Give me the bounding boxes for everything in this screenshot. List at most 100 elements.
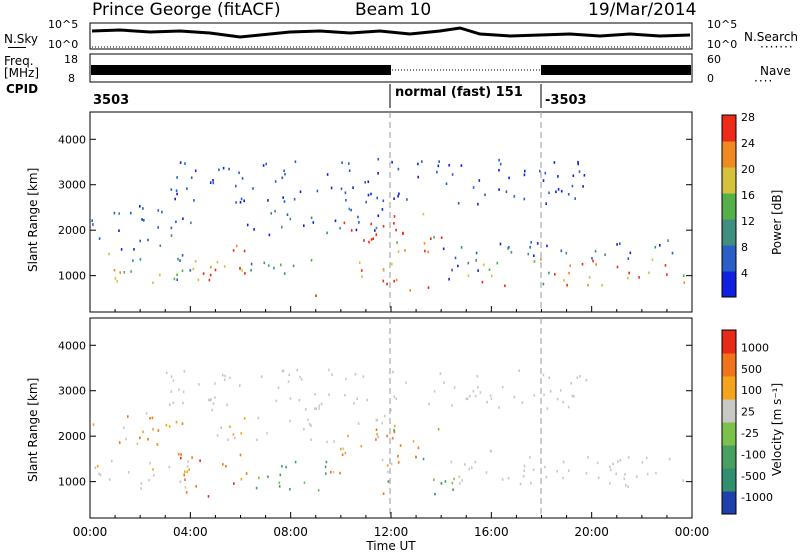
power-x-ticks: [89, 306, 693, 312]
echo-cell: [152, 281, 154, 284]
echo-cell: [208, 398, 210, 402]
echo-cell: [567, 469, 570, 473]
echo-cell: [354, 373, 357, 376]
echo-cell: [671, 251, 674, 255]
echo-cell: [460, 164, 463, 167]
velocity-panel: 1000 2000 3000 4000 00:00 04:00 08:00 12:00 16:…: [58, 317, 710, 553]
echo-cell: [310, 216, 313, 220]
echo-cell: [303, 428, 305, 431]
echo-cell: [636, 475, 638, 478]
nsky-swatch: [8, 47, 26, 48]
colorbar-swatch: [722, 468, 736, 492]
echo-cell: [452, 488, 454, 491]
echo-cell: [283, 200, 286, 203]
echo-cell: [344, 393, 346, 397]
y-tick-label: 1000: [58, 476, 86, 489]
echo-cell: [209, 181, 212, 184]
echo-cell: [532, 468, 535, 472]
echo-cell: [127, 415, 129, 418]
x-tick-label: 00:00: [675, 525, 710, 539]
echo-cell: [260, 375, 263, 378]
echo-cell: [342, 447, 344, 451]
y-tick-label: 3000: [58, 385, 86, 398]
echo-cell: [370, 238, 373, 241]
echo-cell: [477, 269, 479, 272]
echo-cell: [183, 473, 185, 477]
echo-cell: [641, 461, 644, 464]
echo-cell: [397, 461, 400, 464]
echo-cell: [501, 385, 504, 389]
echo-cell: [527, 252, 530, 256]
echo-cell: [348, 169, 351, 172]
echo-cell: [557, 188, 560, 191]
echo-cell: [459, 482, 461, 485]
echo-cell: [484, 193, 486, 197]
beam-title: Beam 10: [355, 0, 432, 20]
echo-cell: [176, 192, 178, 196]
echo-cell: [472, 389, 475, 393]
echo-cell: [609, 465, 611, 469]
echo-cell: [96, 464, 99, 468]
echo-cell: [628, 456, 630, 459]
echo-cell: [209, 398, 211, 402]
colorbar-tick-label: -500: [741, 470, 766, 483]
echo-cell: [391, 160, 393, 164]
echo-cell: [157, 429, 160, 432]
echo-cell: [284, 172, 286, 176]
echo-cell: [667, 239, 669, 242]
echo-cell: [523, 464, 526, 468]
echo-cell: [518, 369, 520, 372]
echo-cell: [239, 453, 242, 457]
echo-cell: [474, 460, 477, 464]
echo-cell: [381, 458, 384, 462]
echo-cell: [486, 400, 488, 404]
freq-tick-top: 18: [64, 53, 78, 66]
echo-cell: [178, 388, 180, 391]
date-title: 19/Mar/2014: [588, 0, 697, 20]
echo-cell: [579, 375, 581, 378]
y-tick-label: 4000: [58, 133, 86, 146]
echo-cell: [585, 378, 588, 382]
echo-cell: [569, 264, 571, 268]
echo-cell: [118, 229, 120, 232]
colorbar-swatch: [722, 115, 736, 142]
echo-cell: [180, 456, 182, 460]
nsearch-label: N.Search: [744, 30, 799, 44]
echo-cell: [387, 470, 389, 474]
echo-cell: [570, 381, 572, 385]
echo-cell: [181, 269, 184, 273]
echo-cell: [282, 196, 284, 199]
echo-cell: [583, 174, 586, 177]
cpid-segment-1: 3503: [93, 93, 129, 108]
echo-cell: [382, 269, 385, 272]
echo-cell: [228, 167, 230, 171]
colorbar-swatch: [722, 353, 736, 377]
echo-cell: [255, 486, 258, 490]
echo-cell: [317, 489, 320, 492]
echo-cell: [233, 482, 235, 485]
echo-cell: [232, 249, 235, 252]
echo-cell: [578, 170, 581, 173]
echo-cell: [288, 373, 290, 377]
echo-cell: [508, 176, 510, 180]
echo-cell: [397, 194, 399, 198]
echo-cell: [176, 273, 178, 277]
echo-cell: [358, 261, 361, 264]
echo-cell: [168, 425, 171, 428]
echo-cell: [281, 176, 284, 180]
echo-cell: [617, 460, 619, 463]
echo-cell: [467, 274, 470, 278]
echo-cell: [360, 269, 363, 272]
velocity-y-ticks: 1000 2000 3000 4000: [58, 339, 692, 489]
echo-cell: [136, 442, 139, 446]
echo-cell: [438, 160, 440, 163]
echo-cell: [190, 221, 192, 225]
echo-cell: [544, 171, 547, 175]
echo-cell: [437, 164, 440, 168]
echo-cell: [170, 390, 173, 393]
echo-cell: [576, 376, 579, 379]
echo-cell: [382, 492, 385, 495]
echo-cell: [165, 423, 168, 427]
echo-cell: [340, 187, 343, 191]
echo-cell: [330, 470, 332, 474]
